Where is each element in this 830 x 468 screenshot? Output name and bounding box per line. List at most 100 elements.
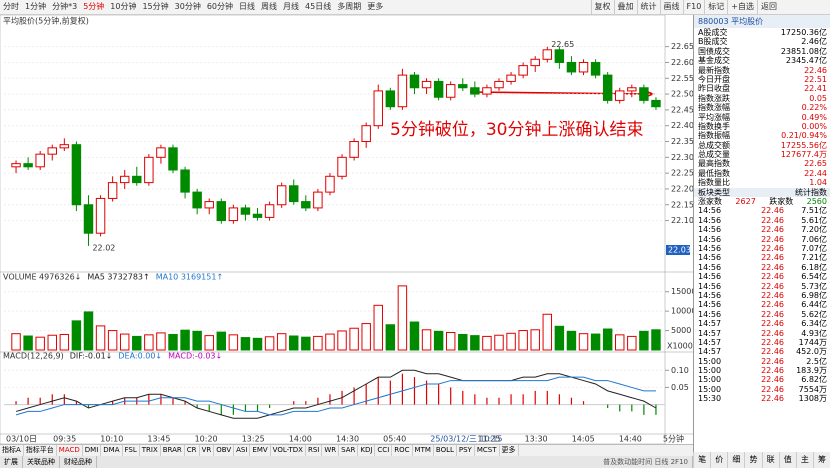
volume-bar <box>144 334 154 351</box>
amount: 7.51亿 <box>801 206 827 216</box>
indicator-tab[interactable]: VR <box>200 445 215 456</box>
quote-panel: 880003 平均股价 A股成交 17250.36亿 B股成交 2.46亿 国债成交 23… <box>693 15 830 452</box>
indicator-tab[interactable]: 更多 <box>500 445 519 456</box>
indicator-tab[interactable]: MACD <box>57 445 83 456</box>
x-tick-label: 03/10日 <box>6 435 37 444</box>
bottom-tab[interactable]: 关联品种 <box>23 456 60 468</box>
indicator-tab[interactable]: WR <box>322 445 340 456</box>
period-tab[interactable]: 分时 <box>3 2 19 11</box>
side-tab[interactable]: 势 <box>744 452 761 468</box>
indicator-tab[interactable]: EMV <box>250 445 271 456</box>
price: 22.46 <box>761 243 784 253</box>
indicator-tab[interactable]: TRIX <box>140 445 161 456</box>
volume-bar <box>180 329 190 351</box>
indicator-tab[interactable]: PSY <box>457 445 475 456</box>
side-tab[interactable]: 值 <box>778 452 796 468</box>
indicator-tab[interactable]: DMI <box>83 445 102 456</box>
quote-row: 指数振幅 0.21/0.94% <box>694 131 830 140</box>
volume-bar <box>590 333 601 351</box>
candle-body <box>313 191 323 209</box>
indicator-tab[interactable]: SAR <box>339 445 359 456</box>
bottom-tab[interactable]: 扩展 <box>0 456 23 468</box>
time: 15:00 <box>698 384 722 394</box>
price: 22.46 <box>761 375 784 385</box>
indicator-tab[interactable]: FSL <box>123 445 140 456</box>
price: 22.46 <box>761 328 784 338</box>
volume-bar <box>458 333 468 351</box>
x-tick-label: 13:30 <box>525 435 548 444</box>
volume-bar <box>301 336 311 351</box>
price: 22.46 <box>761 262 784 272</box>
candle-body <box>554 49 565 63</box>
tool-button[interactable]: 复权 <box>590 0 614 14</box>
tool-button[interactable]: 叠加 <box>613 0 637 14</box>
indicator-tab[interactable]: OBV <box>214 445 235 456</box>
volume-bar <box>578 333 589 351</box>
period-tab[interactable]: 周线 <box>261 2 278 11</box>
x-tick-label: 10:10 <box>100 435 123 444</box>
side-tab[interactable]: 筹 <box>812 452 830 468</box>
quote-row: 指数涨跌 0.05 <box>694 94 830 103</box>
x-tick-label: 14:30 <box>336 435 359 444</box>
indicator-tab[interactable]: CCI <box>375 445 393 456</box>
price: 22.46 <box>761 281 784 291</box>
volume-bar <box>518 330 528 351</box>
side-tab[interactable]: 细 <box>727 452 744 468</box>
volume-bar <box>554 325 565 351</box>
tool-button[interactable]: F10 <box>682 0 705 14</box>
volume-bar <box>47 334 57 351</box>
indicator-tab[interactable]: KDJ <box>358 445 376 456</box>
trade-row: 14:56 22.46 6.98亿 <box>694 291 830 300</box>
time: 14:56 <box>698 272 722 282</box>
indicator-tab[interactable]: ROC <box>392 445 413 456</box>
indicator-tab[interactable]: BRAR <box>161 445 185 456</box>
indicator-tab[interactable]: 指标A <box>0 445 24 456</box>
indicator-tab[interactable]: MCST <box>475 445 500 456</box>
indicator-tab[interactable]: BOLL <box>434 445 457 456</box>
period-tab[interactable]: 多周期 <box>337 2 362 11</box>
tool-button[interactable]: 统计 <box>636 0 660 14</box>
name: 平均股价 <box>731 17 764 26</box>
indicator-tab[interactable]: RSI <box>306 445 323 456</box>
legend-label: MA10 3169151↑ <box>156 273 223 282</box>
side-tab[interactable]: 联 <box>761 452 779 468</box>
side-tab[interactable]: 主 <box>795 452 813 468</box>
side-tab[interactable]: 笔 <box>693 452 710 468</box>
candle-body <box>337 156 347 177</box>
indicator-tab[interactable]: 指标平台 <box>24 445 57 456</box>
period-tab[interactable]: 更多 <box>367 2 384 11</box>
period-tab[interactable]: 5分钟 <box>83 2 105 11</box>
y-tick-label: 0.05 <box>671 383 689 392</box>
indicator-tab[interactable]: CR <box>185 445 200 456</box>
price: 22.46 <box>761 309 784 319</box>
period-tab[interactable]: 15分钟 <box>142 2 169 11</box>
indicator-tab[interactable]: MTM <box>413 445 434 456</box>
period-tab[interactable]: 10分钟 <box>110 2 137 11</box>
indicator-tab[interactable]: VOL-TDX <box>271 445 306 456</box>
candle-body <box>627 87 637 92</box>
period-tab[interactable]: 1分钟 <box>25 2 47 11</box>
tool-button[interactable]: +自选 <box>727 0 757 14</box>
candle-body <box>132 175 142 184</box>
indicator-tab[interactable]: DMA <box>101 445 123 456</box>
amount: 7554万 <box>798 384 827 394</box>
period-tab[interactable]: 日线 <box>239 2 256 11</box>
volume-bar <box>132 335 142 351</box>
x-tick-label: 14:00 <box>289 435 312 444</box>
tool-button[interactable]: 标记 <box>704 0 727 14</box>
period-tab[interactable]: 分钟*3 <box>52 2 78 11</box>
side-tab[interactable]: 价 <box>710 452 727 468</box>
bottom-tab[interactable]: 财经品种 <box>60 456 97 468</box>
tool-button[interactable]: 画线 <box>659 0 683 14</box>
quote-row: 最低指数 22.44 <box>694 169 830 178</box>
period-tab[interactable]: 60分钟 <box>206 2 234 11</box>
indicator-tab[interactable]: ASI <box>234 445 251 456</box>
time: 15:00 <box>698 356 722 366</box>
label: 指数涨幅 <box>698 103 730 113</box>
volume-bar <box>156 332 166 351</box>
period-tab[interactable]: 月线 <box>283 2 300 11</box>
tool-button[interactable]: 返回 <box>757 0 780 14</box>
period-tab[interactable]: 30分钟 <box>174 2 201 11</box>
candle-body <box>482 87 492 95</box>
period-tab[interactable]: 45日线 <box>305 2 332 11</box>
